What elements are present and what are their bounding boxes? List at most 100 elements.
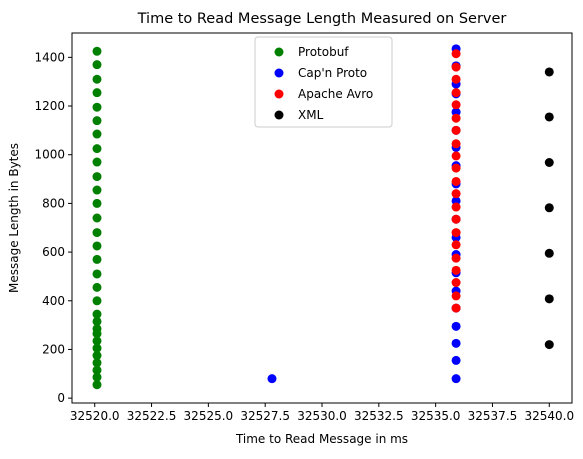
legend-marker [274,89,284,99]
data-point [451,338,461,348]
data-point [451,125,461,135]
data-point [544,203,554,213]
x-tick-label: 32527.5 [240,409,290,423]
data-point [544,67,554,77]
data-point [451,374,461,384]
data-point [451,278,461,288]
data-point [544,248,554,258]
data-point [451,74,461,84]
data-point [451,265,461,275]
data-point [92,144,102,154]
data-point [451,253,461,263]
data-point [92,372,102,382]
x-tick-label: 32540.0 [524,409,574,423]
data-point [544,158,554,167]
plot-frame [71,32,573,404]
data-point [451,240,461,250]
y-tick-label: 1000 [34,148,65,162]
data-point [451,228,461,238]
data-point [544,340,554,350]
x-tick-label: 32532.5 [354,409,404,423]
data-points [92,44,554,390]
data-point [92,358,102,368]
data-point [92,254,102,264]
data-point [451,355,461,365]
data-point [92,309,102,319]
data-point [451,189,461,199]
data-point [544,112,554,122]
data-point [451,303,461,313]
legend: Protobuf Cap'n Proto Apache Avro XML [254,36,393,128]
data-point [451,321,461,331]
data-point [451,291,461,301]
data-point [92,185,102,195]
data-point [451,176,461,186]
data-point [92,316,102,326]
data-point [92,380,102,390]
legend-label: Apache Avro [298,87,373,101]
data-point [451,163,461,173]
legend-label: Cap'n Proto [298,66,367,80]
y-tick-label: 400 [42,294,65,308]
data-point [92,269,102,279]
series-0 [92,46,102,390]
data-point [92,324,102,334]
legend-marker [274,110,284,120]
x-tick-label: 32537.5 [468,409,518,423]
data-point [92,46,102,56]
series-2 [451,49,461,313]
data-point [92,241,102,251]
data-point [451,88,461,98]
y-tick-label: 600 [42,245,65,259]
data-point [92,198,102,208]
data-point [451,100,461,110]
data-point [451,113,461,123]
data-point [92,74,102,84]
x-tick-label: 32530.0 [297,409,347,423]
y-axis-ticks: 0 200 400 600 800 1000 1200 1400 [34,50,72,405]
legend-label: Protobuf [298,45,349,59]
data-point [92,60,102,70]
y-tick-label: 800 [42,196,65,210]
y-axis-label: Message Length in Bytes [7,143,21,293]
data-point [92,116,102,126]
chart-title: Time to Read Message Length Measured on … [137,11,507,27]
data-point [92,336,102,346]
x-axis-label: Time to Read Message in ms [235,432,408,446]
data-point [451,62,461,72]
data-point [92,213,102,223]
x-tick-label: 32535.0 [411,409,461,423]
data-point [267,374,277,384]
x-tick-label: 32520.0 [70,409,120,423]
legend-marker [274,47,284,57]
data-point [92,351,102,361]
data-point [92,129,102,139]
data-point [92,88,102,98]
data-point [92,157,102,167]
x-axis-ticks: 32520.0 32522.5 32525.0 32527.5 32530.0 32532… [70,403,574,423]
y-tick-label: 0 [57,391,65,405]
data-point [92,282,102,292]
data-point [451,151,461,161]
data-point [92,296,102,306]
data-point [451,214,461,224]
data-point [92,343,102,353]
y-tick-label: 1400 [34,50,65,64]
data-point [92,102,102,112]
x-tick-label: 32522.5 [127,409,177,423]
data-point [544,294,554,304]
legend-box [254,36,393,128]
y-tick-label: 1200 [34,99,65,113]
data-point [92,172,102,182]
data-point [451,202,461,212]
data-point [92,365,102,375]
series-3 [544,67,554,350]
x-tick-label: 32525.0 [184,409,234,423]
y-tick-label: 200 [42,342,65,356]
data-point [451,139,461,149]
legend-marker [274,68,284,78]
legend-label: XML [298,108,324,122]
data-point [451,49,461,59]
data-point [92,228,102,238]
